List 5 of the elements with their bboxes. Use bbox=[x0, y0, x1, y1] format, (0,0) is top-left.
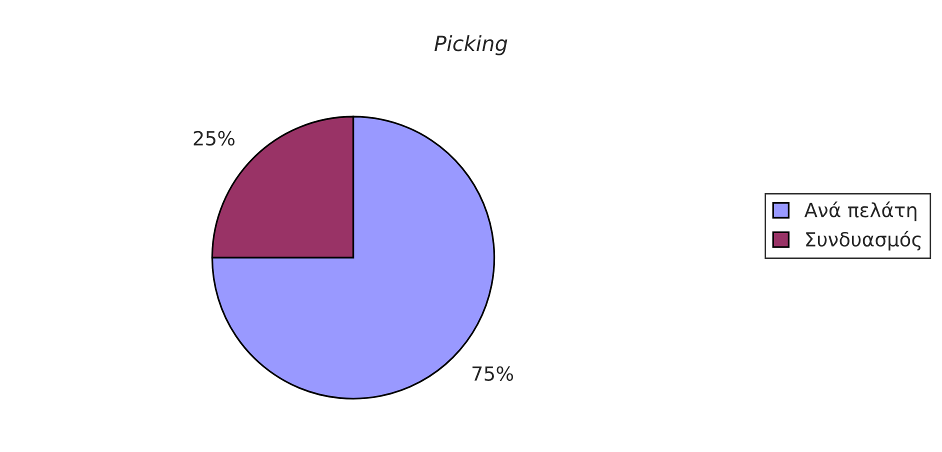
chart-title: Picking bbox=[434, 35, 508, 56]
legend-label: Ανά πελάτη bbox=[804, 202, 916, 222]
legend-label: Συνδυασμός bbox=[806, 230, 921, 250]
data-label: 75% bbox=[472, 366, 514, 381]
data-label: 25% bbox=[194, 130, 235, 146]
